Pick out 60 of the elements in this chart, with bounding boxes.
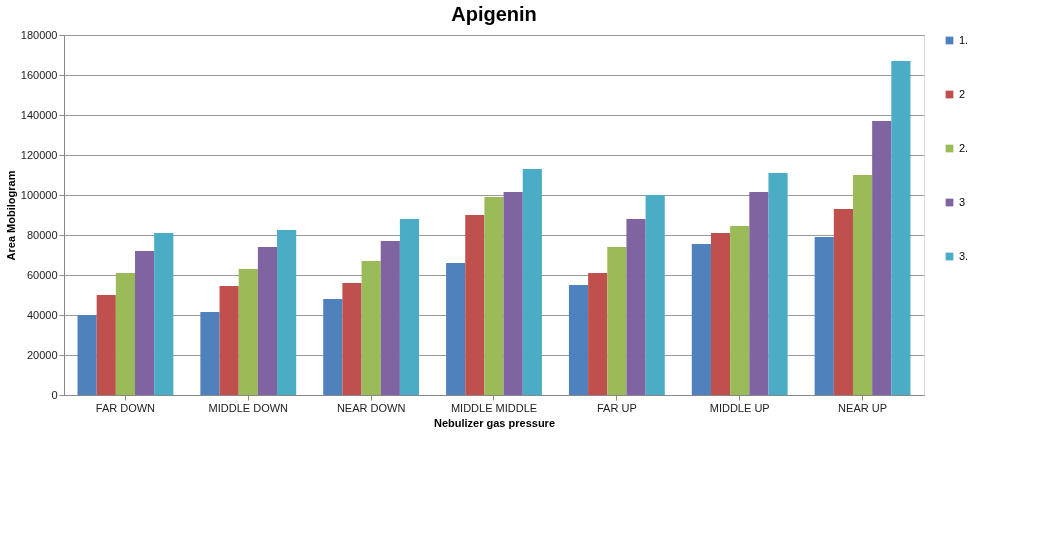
x-tick-label: FAR UP <box>596 401 637 414</box>
bar <box>645 195 665 395</box>
x-axis-title: Nebulizer gas pressure <box>433 416 556 429</box>
bar <box>691 244 711 395</box>
x-tick-label: NEAR DOWN <box>336 401 406 414</box>
legend-label: 3 <box>959 195 966 208</box>
bar <box>77 315 97 395</box>
bar <box>749 192 769 395</box>
bar <box>323 299 343 395</box>
bar <box>277 230 297 395</box>
bar <box>135 251 155 395</box>
bar <box>446 263 466 395</box>
y-tick-label: 40000 <box>26 308 58 321</box>
chart-title: Apigenin <box>451 3 537 25</box>
x-tick-label: MIDDLE UP <box>709 401 770 414</box>
y-tick-label: 160000 <box>20 68 58 81</box>
bar <box>833 209 853 395</box>
y-axis-title: Area Mobilogram <box>4 170 17 261</box>
bar <box>852 175 873 395</box>
bar <box>342 283 362 395</box>
y-tick-label: 0 <box>51 388 58 401</box>
bar <box>588 273 608 395</box>
bar <box>154 233 174 395</box>
y-tick-label: 80000 <box>26 228 58 241</box>
legend-label: 3. <box>959 249 969 262</box>
y-tick-label: 100000 <box>20 188 58 201</box>
legend-label: 1. <box>959 33 969 46</box>
bar <box>730 226 750 395</box>
bar <box>361 261 381 395</box>
y-tick-label: 140000 <box>20 108 58 121</box>
bar <box>568 285 589 395</box>
bar <box>626 219 646 395</box>
bar <box>219 286 239 395</box>
x-tick-label: MIDDLE MIDDLE <box>450 401 538 414</box>
bar <box>484 197 504 395</box>
bar <box>607 247 627 395</box>
bar <box>710 233 731 395</box>
bar <box>522 169 542 395</box>
bar <box>115 273 136 395</box>
bar <box>238 269 258 395</box>
bar <box>380 241 400 395</box>
bar <box>399 219 420 395</box>
x-tick-label: FAR DOWN <box>95 401 156 414</box>
bar <box>503 192 523 395</box>
bar <box>768 173 788 395</box>
y-tick-label: 20000 <box>26 348 58 361</box>
y-tick-label: 60000 <box>26 268 58 281</box>
legend-label: 2 <box>959 87 966 100</box>
x-tick-label: NEAR UP <box>838 401 888 414</box>
bar <box>465 215 485 395</box>
y-tick-label: 180000 <box>20 28 58 41</box>
bar <box>257 247 278 395</box>
x-tick-label: MIDDLE DOWN <box>208 401 289 414</box>
legend-label: 2. <box>959 141 969 154</box>
bar <box>872 121 892 395</box>
bar <box>814 237 834 395</box>
bar <box>96 295 116 395</box>
bar <box>891 61 911 395</box>
bar <box>200 312 220 395</box>
y-tick-label: 120000 <box>20 148 58 161</box>
